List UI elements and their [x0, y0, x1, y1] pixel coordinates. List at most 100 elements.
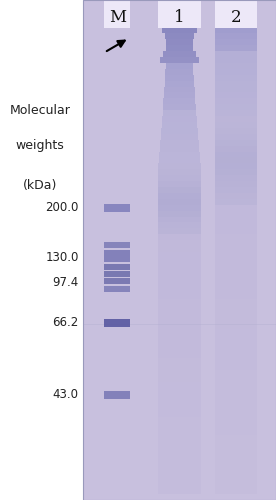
Bar — [83, 0, 276, 500]
Bar — [166, 63, 193, 69]
Bar — [158, 423, 201, 429]
Bar — [158, 175, 201, 181]
Bar — [158, 458, 201, 464]
Bar — [215, 57, 257, 63]
Bar — [215, 75, 257, 80]
Bar — [215, 264, 257, 270]
Bar — [158, 370, 201, 376]
Bar — [215, 323, 257, 328]
Bar — [158, 447, 201, 453]
Bar — [215, 80, 257, 86]
Text: 43.0: 43.0 — [53, 388, 79, 402]
Bar — [215, 476, 257, 482]
Bar — [158, 299, 201, 305]
Bar — [158, 216, 201, 222]
Bar — [215, 128, 257, 134]
Bar — [215, 376, 257, 382]
Bar — [215, 311, 257, 317]
Bar — [215, 140, 257, 145]
Bar — [215, 435, 257, 441]
Bar — [158, 199, 201, 204]
Bar — [215, 92, 257, 98]
Bar — [215, 146, 257, 152]
Text: (kDa): (kDa) — [23, 178, 57, 192]
Bar — [215, 34, 257, 40]
Bar — [163, 104, 196, 110]
Bar — [215, 340, 257, 346]
Bar — [158, 204, 201, 210]
Bar — [166, 45, 193, 51]
Bar — [158, 246, 201, 252]
Text: Molecular: Molecular — [10, 104, 70, 117]
Bar — [104, 264, 130, 270]
Bar — [158, 441, 201, 447]
Bar — [215, 63, 257, 69]
Bar — [215, 210, 257, 216]
Bar — [158, 328, 201, 334]
Bar — [158, 264, 201, 270]
Bar — [215, 305, 257, 311]
Bar — [158, 311, 201, 317]
Bar — [215, 98, 257, 104]
Bar — [215, 199, 257, 204]
Bar — [158, 406, 201, 411]
Bar — [158, 453, 201, 458]
Bar — [215, 86, 257, 92]
Bar — [215, 488, 257, 494]
Bar — [215, 164, 257, 169]
Bar — [104, 256, 130, 262]
Bar — [158, 0, 201, 28]
Bar — [215, 276, 257, 281]
Bar — [161, 134, 198, 140]
Bar — [164, 92, 195, 98]
Bar — [215, 181, 257, 187]
Bar — [104, 270, 130, 276]
Bar — [158, 412, 201, 418]
Text: M: M — [109, 9, 126, 26]
Bar — [215, 382, 257, 388]
Bar — [158, 294, 201, 299]
Bar — [215, 464, 257, 470]
Bar — [158, 358, 201, 364]
Bar — [158, 22, 201, 28]
Bar — [162, 28, 197, 34]
Bar — [165, 75, 194, 80]
Bar — [158, 305, 201, 311]
Bar — [158, 476, 201, 482]
Text: 1: 1 — [174, 9, 185, 26]
Bar — [158, 258, 201, 264]
Bar — [158, 388, 201, 394]
Bar — [215, 282, 257, 288]
Bar — [215, 175, 257, 181]
Bar — [215, 364, 257, 370]
Bar — [104, 286, 130, 292]
Bar — [158, 187, 201, 193]
Bar — [215, 352, 257, 358]
Bar — [104, 0, 130, 28]
Bar — [215, 418, 257, 423]
Bar — [215, 358, 257, 364]
Bar — [215, 447, 257, 453]
Bar — [158, 252, 201, 258]
Bar — [215, 0, 257, 28]
Bar — [215, 470, 257, 476]
Bar — [165, 34, 194, 40]
Bar — [215, 122, 257, 128]
Bar — [215, 240, 257, 246]
Bar — [158, 169, 201, 175]
Bar — [215, 346, 257, 352]
Bar — [158, 282, 201, 288]
Bar — [215, 370, 257, 376]
Bar — [215, 288, 257, 294]
Bar — [158, 228, 201, 234]
Bar — [166, 40, 193, 45]
Bar — [158, 164, 201, 169]
Bar — [158, 346, 201, 352]
Bar — [104, 391, 130, 399]
Bar — [158, 181, 201, 187]
Bar — [161, 122, 197, 128]
Bar — [215, 216, 257, 222]
Bar — [159, 152, 200, 158]
Bar — [215, 429, 257, 435]
Bar — [215, 110, 257, 116]
